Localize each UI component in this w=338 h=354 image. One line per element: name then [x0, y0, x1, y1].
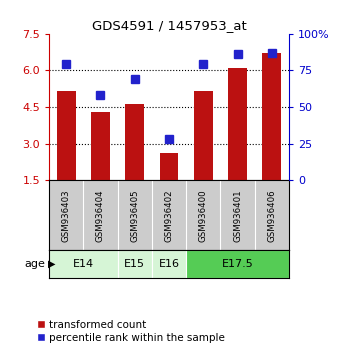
Bar: [57, 91, 76, 180]
Bar: [262, 53, 281, 180]
Bar: [152, 250, 186, 278]
Text: GSM936401: GSM936401: [233, 189, 242, 242]
Bar: [186, 250, 289, 278]
Text: GSM936400: GSM936400: [199, 189, 208, 242]
Text: GSM936403: GSM936403: [62, 189, 71, 242]
Bar: [49, 250, 118, 278]
Text: GSM936405: GSM936405: [130, 189, 139, 242]
Bar: [125, 104, 144, 180]
Legend: transformed count, percentile rank within the sample: transformed count, percentile rank withi…: [32, 315, 229, 347]
Bar: [194, 91, 213, 180]
Text: GSM936406: GSM936406: [267, 189, 276, 242]
Text: E17.5: E17.5: [222, 259, 254, 269]
Bar: [118, 250, 152, 278]
Bar: [160, 153, 178, 180]
Text: E15: E15: [124, 259, 145, 269]
Text: E14: E14: [73, 259, 94, 269]
Text: GSM936404: GSM936404: [96, 189, 105, 242]
Bar: [91, 112, 110, 180]
Text: ▶: ▶: [48, 259, 55, 269]
Title: GDS4591 / 1457953_at: GDS4591 / 1457953_at: [92, 19, 246, 33]
Bar: [228, 68, 247, 180]
Text: GSM936402: GSM936402: [165, 189, 173, 242]
Text: age: age: [25, 259, 46, 269]
Text: E16: E16: [159, 259, 179, 269]
